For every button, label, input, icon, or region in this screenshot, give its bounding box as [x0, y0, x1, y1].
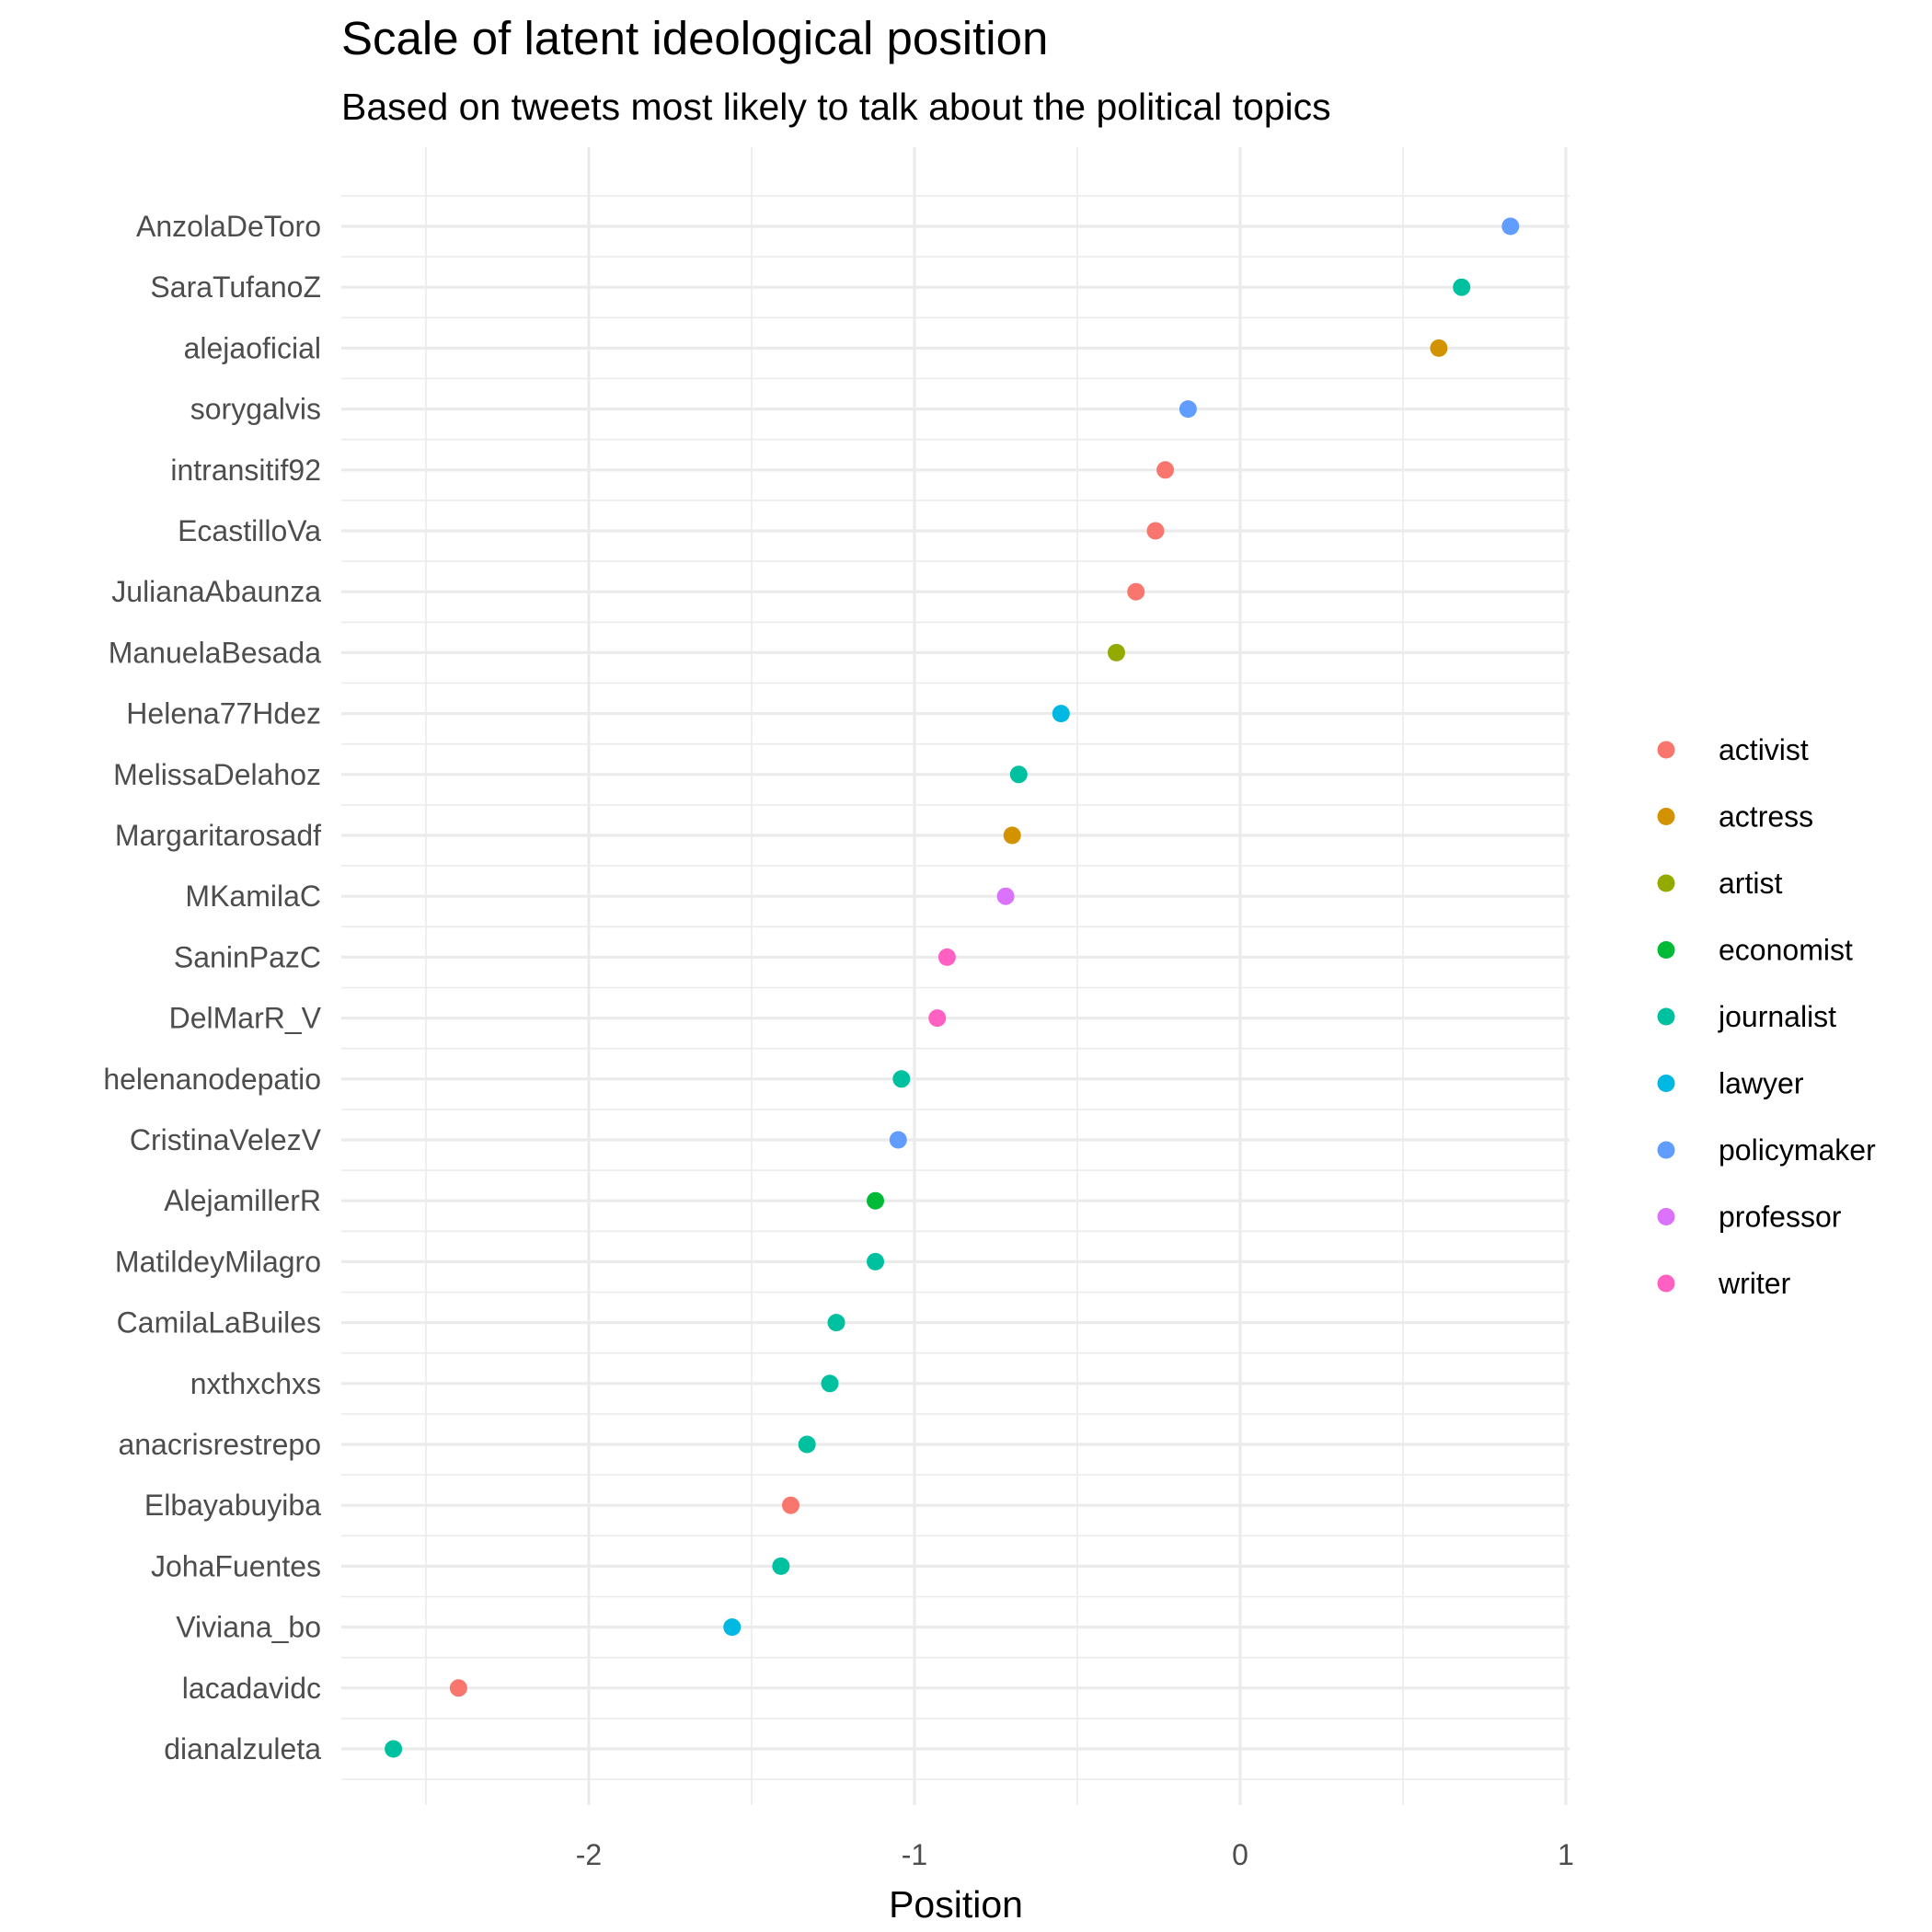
legend-label-artist: artist — [1719, 867, 1782, 900]
data-point-SaraTufanoZ — [1453, 278, 1471, 296]
y-tick-label: EcastilloVa — [178, 514, 321, 547]
data-point-JohaFuentes — [772, 1557, 790, 1575]
y-tick-label: sorygalvis — [190, 393, 321, 426]
y-tick-label: MatildeyMilagro — [115, 1245, 321, 1278]
data-point-Margaritarosadf — [1003, 826, 1021, 845]
y-tick-label: lacadavidc — [182, 1672, 321, 1705]
y-tick-label: SaraTufanoZ — [150, 270, 321, 304]
data-point-nxthxchxs — [821, 1374, 839, 1393]
chart-subtitle: Based on tweets most likely to talk abou… — [341, 86, 1331, 128]
y-tick-label: Viviana_bo — [176, 1611, 321, 1644]
y-tick-label: intransitif92 — [170, 454, 321, 487]
y-tick-label: helenanodepatio — [103, 1063, 321, 1096]
legend-key-activist — [1657, 741, 1675, 759]
legend-key-policymaker — [1657, 1141, 1675, 1159]
y-tick-label: Elbayabuyiba — [144, 1489, 321, 1522]
data-point-SaninPazC — [937, 948, 956, 966]
legend-label-writer: writer — [1718, 1267, 1791, 1300]
data-point-DelMarR_V — [928, 1009, 947, 1028]
data-point-intransitif92 — [1156, 461, 1175, 479]
y-tick-label: anacrisrestrepo — [118, 1428, 321, 1461]
data-point-helenanodepatio — [892, 1070, 911, 1088]
legend-key-economist — [1657, 941, 1675, 959]
legend: activist actress artist economist journalist… — [1657, 733, 1876, 1300]
legend-label-activist: activist — [1719, 733, 1809, 766]
legend-label-professor: professor — [1719, 1201, 1842, 1234]
data-point-ManuelaBesada — [1107, 643, 1125, 661]
legend-key-lawyer — [1657, 1075, 1675, 1092]
legend-label-policymaker: policymaker — [1719, 1133, 1876, 1167]
data-point-alejaoficial — [1430, 339, 1448, 357]
data-point-dianalzuleta — [385, 1740, 403, 1758]
x-axis-tick-labels: -2 -1 0 1 — [576, 1838, 1574, 1871]
y-tick-label: dianalzuleta — [164, 1732, 321, 1765]
data-point-CristinaVelezV — [889, 1131, 907, 1149]
x-tick-label: -2 — [576, 1838, 602, 1871]
y-tick-label: MelissaDelahoz — [113, 758, 321, 791]
x-axis-label: Position — [889, 1883, 1023, 1926]
data-point-Helena77Hdez — [1052, 705, 1070, 723]
y-tick-label: JohaFuentes — [151, 1549, 321, 1582]
data-point-EcastilloVa — [1146, 522, 1165, 540]
data-point-MelissaDelahoz — [1009, 765, 1028, 784]
y-tick-label: SaninPazC — [174, 940, 321, 973]
legend-key-journalist — [1657, 1007, 1675, 1026]
x-tick-label: 0 — [1232, 1838, 1248, 1871]
data-point-Elbayabuyiba — [781, 1496, 799, 1514]
data-points — [385, 217, 1520, 1758]
legend-label-journalist: journalist — [1718, 1000, 1836, 1033]
y-tick-label: CamilaLaBuiles — [117, 1306, 321, 1340]
data-point-CamilaLaBuiles — [827, 1314, 845, 1332]
x-tick-label: -1 — [902, 1838, 927, 1871]
data-point-AlejamillerR — [867, 1191, 885, 1210]
data-point-Viviana_bo — [723, 1618, 742, 1637]
legend-label-lawyer: lawyer — [1719, 1067, 1804, 1100]
y-tick-label: ManuelaBesada — [109, 636, 321, 669]
legend-label-economist: economist — [1719, 934, 1853, 967]
y-tick-label: AnzolaDeToro — [136, 210, 321, 243]
data-point-MatildeyMilagro — [867, 1252, 885, 1271]
data-point-sorygalvis — [1179, 400, 1197, 419]
data-point-JulianaAbaunza — [1127, 582, 1145, 601]
chart-title: Scale of latent ideological position — [341, 12, 1048, 64]
data-point-anacrisrestrepo — [798, 1435, 816, 1454]
data-point-AnzolaDeToro — [1501, 217, 1520, 236]
y-tick-label: MKamilaC — [185, 880, 321, 913]
x-tick-label: 1 — [1558, 1838, 1574, 1871]
legend-key-writer — [1657, 1274, 1675, 1293]
y-tick-label: DelMarR_V — [169, 1002, 322, 1035]
legend-label-actress: actress — [1719, 800, 1813, 834]
data-point-lacadavidc — [449, 1679, 467, 1697]
legend-key-artist — [1657, 874, 1675, 892]
y-axis-tick-labels: AnzolaDeToro SaraTufanoZ alejaoficial soryg… — [103, 210, 321, 1765]
grid — [341, 147, 1570, 1805]
y-tick-label: JulianaAbaunza — [111, 575, 321, 608]
data-point-MKamilaC — [996, 887, 1015, 905]
legend-key-actress — [1657, 808, 1675, 825]
legend-key-professor — [1657, 1208, 1675, 1225]
y-tick-label: Helena77Hdez — [126, 697, 321, 730]
y-tick-label: Margaritarosadf — [115, 819, 321, 852]
y-tick-label: nxthxchxs — [190, 1367, 321, 1400]
y-tick-label: CristinaVelezV — [130, 1123, 322, 1156]
y-tick-label: AlejamillerR — [164, 1184, 321, 1217]
y-tick-label: alejaoficial — [184, 331, 321, 364]
